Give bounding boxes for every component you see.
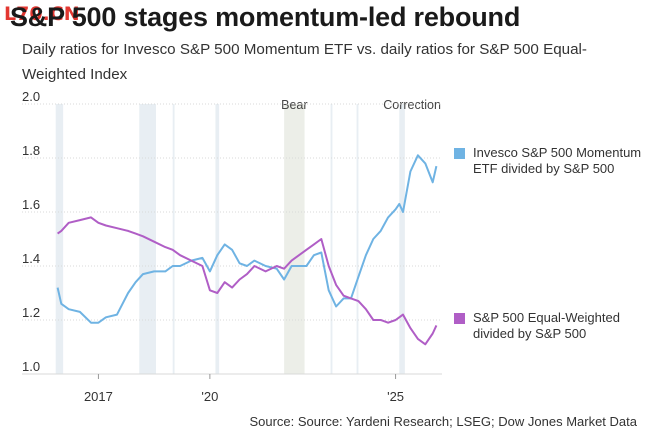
legend-swatch-momentum <box>454 148 465 159</box>
shaded-period-6 <box>356 104 359 374</box>
y-tick-label-1: 1.8 <box>22 143 40 158</box>
shaded-period-5 <box>330 104 333 374</box>
y-tick-label-0: 2.0 <box>22 89 40 104</box>
series-line-0 <box>56 154 438 324</box>
shaded-period-label-4: Bear <box>281 98 307 112</box>
x-tick-label-0: 2017 <box>84 389 113 404</box>
x-tick-label-1: '20 <box>201 389 218 404</box>
y-tick-label-2: 1.6 <box>22 197 40 212</box>
y-tick-label-4: 1.2 <box>22 305 40 320</box>
shaded-period-7 <box>399 104 405 374</box>
series-line-1 <box>57 216 438 346</box>
shaded-period-label-7: Correction <box>383 98 441 112</box>
shaded-period-3 <box>215 104 220 374</box>
shaded-period-0 <box>55 104 64 374</box>
chart-subtitle: Daily ratios for Invesco S&P 500 Momentu… <box>22 41 587 83</box>
shaded-period-2 <box>172 104 175 374</box>
legend-item-equal-weight: S&P 500 Equal-Weighted divided by S&P 50… <box>454 310 633 342</box>
y-tick-label-3: 1.4 <box>22 251 40 266</box>
line-chart: Bear Correction 2.0 1.8 1.6 1.4 1.2 1.0 2017 '20 '… <box>22 89 442 404</box>
chart-title: S&P 500 stages momentum-led rebound <box>10 2 521 32</box>
legend-item-momentum: Invesco S&P 500 Momentum ETF divided by … <box>454 145 643 177</box>
x-tick-label-2: '25 <box>387 389 404 404</box>
shaded-period-4 <box>284 104 305 374</box>
legend-swatch-equal-weight <box>454 313 465 324</box>
y-tick-label-5: 1.0 <box>22 359 40 374</box>
legend-label-equal-weight: S&P 500 Equal-Weighted divided by S&P 50… <box>473 310 620 341</box>
legend-label-momentum: Invesco S&P 500 Momentum ETF divided by … <box>473 145 642 176</box>
source-note: Source: Source: Yardeni Research; LSEG; … <box>249 414 637 429</box>
watermark-logo: L70.CN <box>4 3 80 25</box>
